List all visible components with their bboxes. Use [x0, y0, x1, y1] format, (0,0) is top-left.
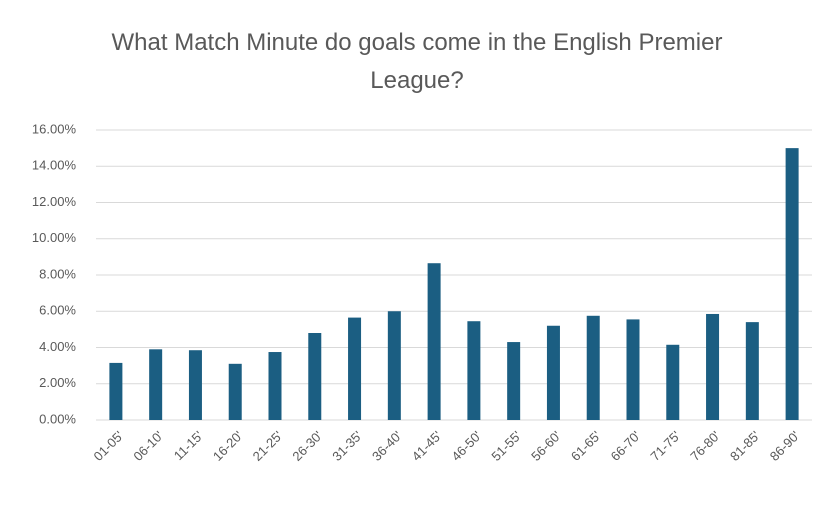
- x-tick-label: 81-85': [727, 428, 763, 464]
- x-tick-label: 06-10': [130, 428, 166, 464]
- bar: [785, 148, 799, 420]
- y-tick-label: 8.00%: [39, 266, 76, 281]
- y-tick-label: 6.00%: [39, 303, 76, 318]
- bar: [507, 342, 521, 420]
- bar: [268, 352, 282, 420]
- bar: [308, 333, 322, 420]
- x-tick-label: 61-65': [568, 428, 604, 464]
- x-tick-label: 86-90': [767, 428, 803, 464]
- bar: [228, 363, 242, 420]
- x-tick-label: 76-80': [687, 428, 723, 464]
- y-tick-label: 14.00%: [32, 158, 77, 173]
- bar: [427, 263, 441, 420]
- x-tick-label: 51-55': [488, 428, 524, 464]
- x-tick-label: 01-05': [91, 428, 127, 464]
- y-tick-label: 4.00%: [39, 339, 76, 354]
- bar: [387, 311, 401, 420]
- x-tick-label: 21-25': [250, 428, 286, 464]
- bar: [745, 322, 759, 420]
- y-tick-label: 2.00%: [39, 375, 76, 390]
- x-tick-label: 66-70': [608, 428, 644, 464]
- bar: [149, 349, 163, 420]
- y-tick-label: 16.00%: [32, 121, 77, 136]
- bar: [666, 344, 680, 420]
- y-tick-label: 0.00%: [39, 411, 76, 426]
- bar: [109, 362, 123, 420]
- x-tick-label: 31-35': [329, 428, 365, 464]
- x-tick-label: 11-15': [171, 428, 206, 463]
- x-tick-label: 41-45': [409, 428, 445, 464]
- bar: [586, 315, 600, 420]
- bar: [626, 319, 640, 420]
- bar: [546, 325, 560, 420]
- chart-title: What Match Minute do goals come in the E…: [111, 29, 723, 94]
- x-tick-label: 46-50': [449, 428, 485, 464]
- x-tick-label: 16-20': [210, 428, 246, 464]
- x-tick-label: 56-60': [528, 428, 564, 464]
- y-tick-label: 12.00%: [32, 194, 77, 209]
- bar: [188, 350, 202, 420]
- bar: [467, 321, 481, 420]
- bar: [348, 317, 362, 420]
- y-tick-label: 10.00%: [32, 230, 77, 245]
- bar: [706, 313, 720, 420]
- x-tick-label: 71-75': [647, 428, 683, 464]
- x-tick-label: 36-40': [369, 428, 405, 464]
- x-tick-label: 26-30': [289, 428, 325, 464]
